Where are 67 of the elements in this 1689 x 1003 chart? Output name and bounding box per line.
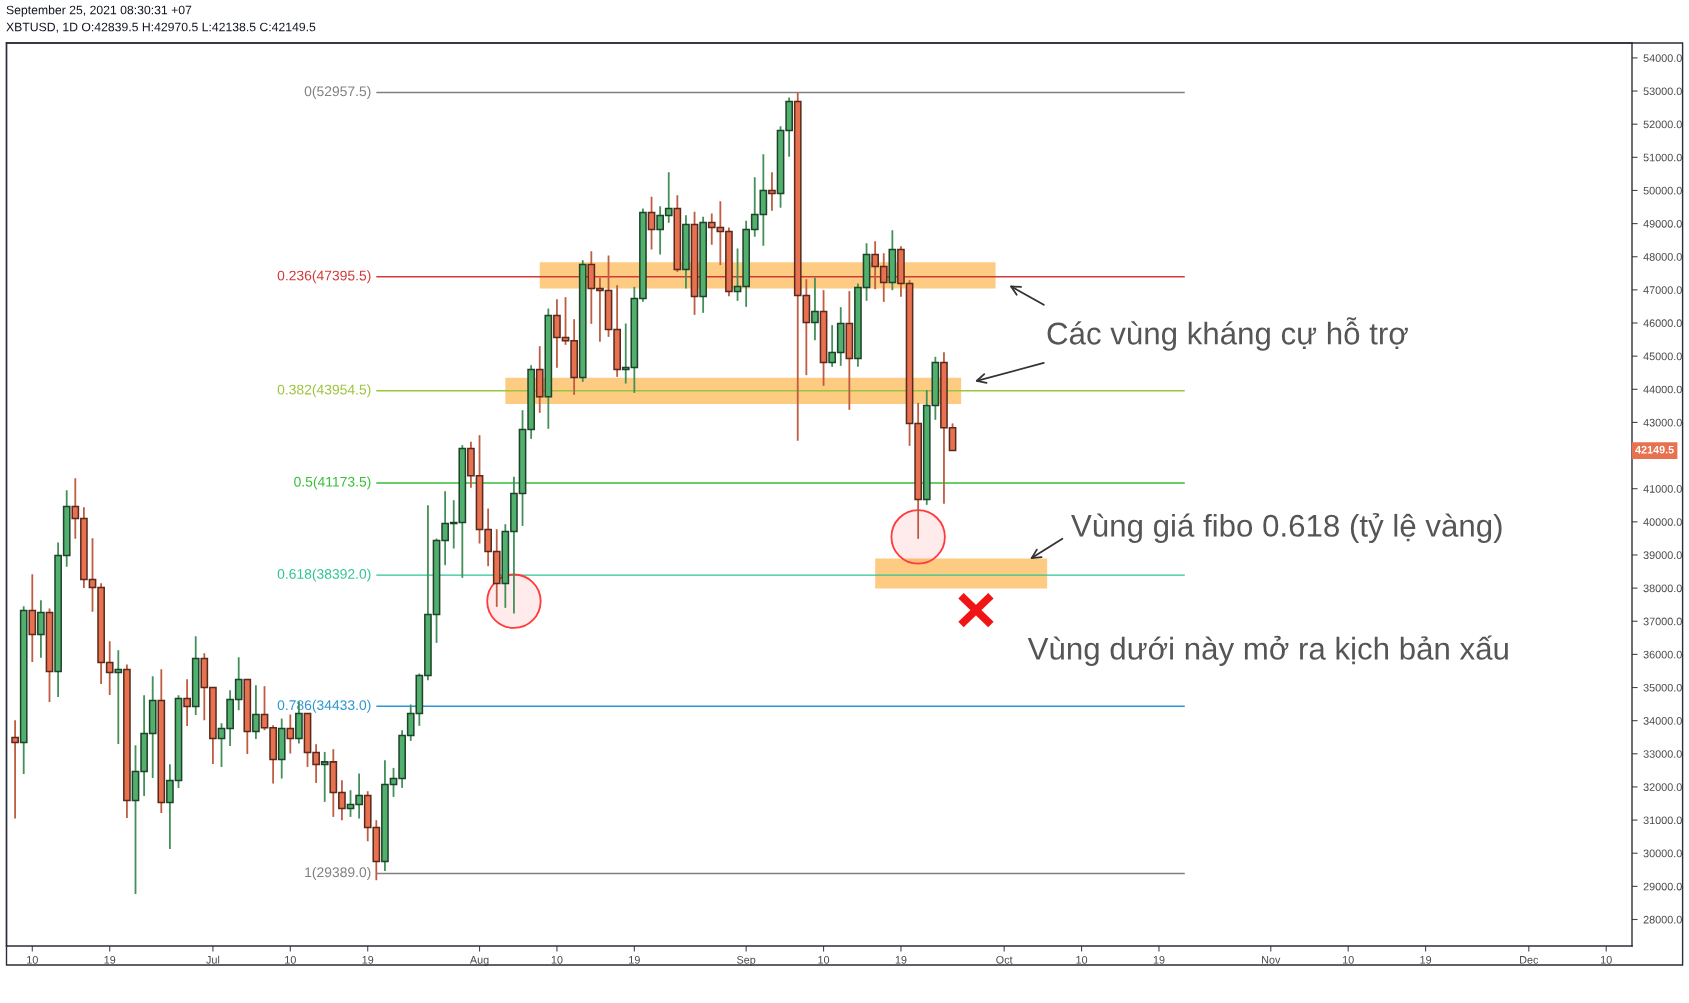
y-tick-label: 40000.0 [1643,518,1682,526]
y-tick-label: 50000.0 [1643,186,1682,195]
x-tick-label: Nov [1262,956,1281,964]
y-tick-label: 53000.0 [1643,87,1682,96]
y-tick-label: 34000.0 [1643,717,1682,725]
candlestick [183,678,191,727]
y-tick-label: 44000.0 [1643,385,1682,394]
chart-subtitle: XBTUSD, 1D O:42839.5 H:42970.5 L:42138.5 C:42149.5 [6,22,316,33]
x-tick-label: Aug [469,956,489,966]
candlestick [37,599,45,659]
annotation: Các vùng kháng cự hỗ trợ [1047,317,1408,351]
series-label: 1(29389.0) [305,866,371,880]
x-tick-label: 19 [104,956,116,964]
y-tick-label: 36000.0 [1643,650,1682,659]
y-tick-label: 51000.0 [1643,153,1682,162]
series-label: 0.5(41173.5) [294,476,371,490]
x-tick-label: 10 [285,956,296,964]
x-tick-label: 19 [629,956,640,964]
x-tick-label: 19 [1153,956,1165,964]
y-tick-label: 33000.0 [1643,750,1682,758]
x-tick-label: 10 [1601,956,1612,964]
annotation: Vùng dưới này mở ra kịch bản xấu [1027,635,1508,666]
x-tick-label: 10 [1076,956,1088,964]
y-tick-label: 30000.0 [1643,849,1682,858]
x-tick-label: 10 [818,956,830,964]
y-tick-label: 41000.0 [1643,485,1682,493]
x-tick-label: 19 [362,956,374,964]
y-tick-label: 29000.0 [1643,882,1682,891]
candlestick [114,649,123,745]
series-label: 0.236(47395.5) [277,270,371,284]
series-label: 0.618(38392.0) [277,568,371,582]
y-tick-label: 38000.0 [1643,584,1682,593]
y-tick-label: 37000.0 [1643,617,1682,626]
x-tick-label: Jul [206,955,220,964]
candlestick [252,684,260,740]
candlestick [320,750,329,803]
y-tick-label: 45000.0 [1643,352,1682,361]
y-tick-label: 54000.0 [1643,54,1682,62]
x-tick-label: 10 [1342,956,1354,964]
x-tick-label: 19 [1420,956,1432,964]
y-tick-label: 35000.0 [1643,683,1682,692]
text: 42149.5 [1635,445,1674,454]
y-tick-label: 43000.0 [1643,418,1682,427]
x-tick-label: 19 [895,956,907,964]
y-tick-label: 31000.0 [1643,816,1682,825]
candlestick [286,713,295,755]
series-label: 0.382(43954.5) [277,384,371,398]
x-tick-label: 10 [27,956,38,964]
x-tick-label: Sep [737,956,756,966]
candlestick [11,719,19,820]
y-tick-label: 46000.0 [1643,319,1682,328]
candlestick [28,573,37,663]
y-tick-label: 49000.0 [1643,219,1682,228]
x-tick-label: 10 [551,956,563,964]
chart-title: September 25, 2021 08:30:31 +07 [6,5,192,17]
y-tick-label: 52000.0 [1643,120,1682,129]
candlestick [768,171,776,212]
annotation: Vùng giá fibo 0.618 (tỷ lệ vàng) [1071,512,1502,544]
x-tick-label: Dec [1520,956,1539,964]
candlestick [811,276,819,342]
y-tick-label: 39000.0 [1643,551,1682,560]
y-tick-label: 47000.0 [1643,286,1682,294]
y-tick-label: 32000.0 [1643,783,1682,791]
series-label: 0(52957.5) [304,85,371,99]
x-tick-label: Oct [996,956,1013,964]
y-tick-label: 28000.0 [1643,915,1682,924]
y-tick-label: 48000.0 [1643,253,1682,261]
